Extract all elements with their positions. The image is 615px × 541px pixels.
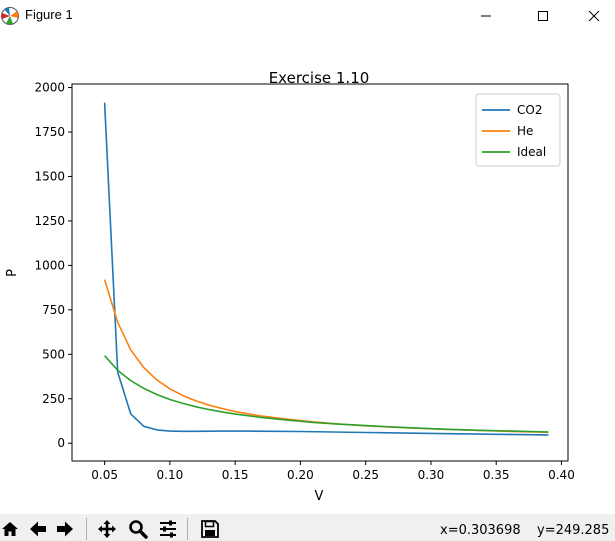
arrow-left-icon <box>30 521 46 537</box>
navigation-toolbar: x=0.303698 y=249.285 <box>0 514 615 541</box>
series-line-ideal <box>104 355 549 433</box>
close-icon <box>588 10 600 22</box>
y-tick-label: 1250 <box>34 214 65 228</box>
toolbar-separator <box>86 518 87 540</box>
y-tick-label: 1750 <box>34 125 65 139</box>
minimize-icon <box>481 15 491 17</box>
y-axis-label: P <box>5 269 20 277</box>
x-axis: 0.05 0.10 0.15 0.20 0.25 0.30 0.35 0.40 <box>91 461 575 482</box>
y-tick-label: 1000 <box>34 258 65 272</box>
toolbar-separator <box>187 518 188 540</box>
chart-title: Exercise 1.10 <box>269 69 370 87</box>
home-icon <box>2 522 18 536</box>
forward-button[interactable] <box>53 517 77 541</box>
x-tick-label: 0.05 <box>91 468 118 482</box>
x-tick-label: 0.25 <box>352 468 379 482</box>
magnifier-icon <box>129 520 148 539</box>
legend-label-ideal: Ideal <box>517 145 546 159</box>
title-bar: Figure 1 <box>0 0 615 32</box>
y-tick-label: 500 <box>42 347 65 361</box>
x-tick-label: 0.10 <box>157 468 184 482</box>
window-title: Figure 1 <box>25 7 73 22</box>
home-button[interactable] <box>0 517 22 541</box>
x-tick-label: 0.15 <box>222 468 249 482</box>
y-tick-label: 250 <box>42 392 65 406</box>
y-tick-label: 2000 <box>34 81 65 95</box>
series-line-he <box>103 279 549 433</box>
close-button[interactable] <box>570 0 615 32</box>
y-coordinate-readout: y=249.285 <box>537 523 610 538</box>
zoom-button[interactable] <box>126 517 150 541</box>
save-button[interactable] <box>198 517 222 541</box>
legend: CO2 He Ideal <box>475 93 561 167</box>
plot-lines <box>103 102 549 436</box>
configure-subplots-button[interactable] <box>156 517 180 541</box>
legend-box <box>475 93 561 167</box>
sliders-icon <box>160 520 176 538</box>
back-button[interactable] <box>26 517 50 541</box>
move-icon <box>98 520 116 538</box>
legend-label-co2: CO2 <box>517 103 542 117</box>
matplotlib-logo-icon <box>1 7 19 25</box>
x-axis-label: V <box>315 489 324 504</box>
series-line-co2 <box>103 102 549 436</box>
floppy-disk-icon <box>201 520 219 538</box>
x-tick-label: 0.40 <box>548 468 575 482</box>
axes-frame <box>71 83 569 462</box>
x-tick-label: 0.20 <box>287 468 314 482</box>
x-tick-label: 0.30 <box>418 468 445 482</box>
y-tick-label: 0 <box>57 436 65 450</box>
x-coordinate-readout: x=0.303698 <box>440 523 521 538</box>
x-tick-label: 0.35 <box>483 468 510 482</box>
legend-label-he: He <box>517 124 533 138</box>
maximize-icon <box>538 11 548 21</box>
arrow-right-icon <box>57 521 73 537</box>
pan-button[interactable] <box>95 517 119 541</box>
minimize-button[interactable] <box>462 0 508 32</box>
maximize-button[interactable] <box>519 0 565 32</box>
figure-canvas[interactable]: Exercise 1.10 0.05 0.10 0.15 0.20 0.25 0.30 0.… <box>0 32 615 514</box>
y-tick-label: 750 <box>42 303 65 317</box>
y-tick-label: 1500 <box>34 169 65 183</box>
y-axis: 0 250 500 750 1000 1250 1500 1750 2000 <box>34 81 72 450</box>
